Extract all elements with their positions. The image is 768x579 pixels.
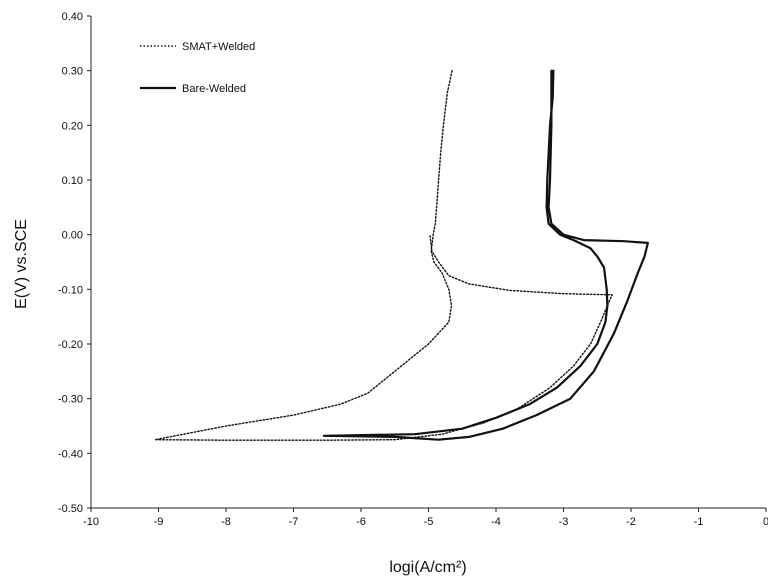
legend-label: Bare-Welded (182, 83, 246, 95)
x-tick-label: -7 (289, 516, 299, 528)
x-tick-label: 0 (763, 516, 768, 528)
x-tick-label: -1 (694, 516, 704, 528)
x-axis-title: logi(A/cm²) (389, 559, 466, 576)
x-tick-label: -2 (626, 516, 636, 528)
y-tick-label: -0.40 (58, 448, 83, 460)
legend: SMAT+Welded Bare-Welded (140, 41, 255, 95)
y-axis-title: E(V) vs.SCE (13, 219, 30, 309)
y-tick-label: 0.40 (62, 11, 83, 23)
x-tick-label: -4 (491, 516, 501, 528)
x-axis-ticks: -10 -9 -8 -7 -6 -5 -4 -3 -2 -1 0 (83, 508, 768, 528)
y-tick-label: 0.20 (62, 120, 83, 132)
y-axis-ticks: 0.40 0.30 0.20 0.10 0.00 -0.10 -0.20 -0.30 -0.40… (58, 11, 91, 515)
series-layer (154, 69, 649, 441)
y-tick-label: 0.10 (62, 175, 83, 187)
x-tick-label: -3 (559, 516, 569, 528)
legend-label: SMAT+Welded (182, 41, 255, 53)
y-tick-label: -0.10 (58, 284, 83, 296)
x-tick-label: -8 (221, 516, 231, 528)
y-tick-label: 0.00 (62, 230, 83, 242)
x-tick-label: -10 (83, 516, 99, 528)
y-tick-label: -0.30 (58, 394, 83, 406)
x-tick-label: -5 (424, 516, 434, 528)
y-tick-label: -0.20 (58, 339, 83, 351)
x-tick-label: -9 (154, 516, 164, 528)
y-tick-label: -0.50 (58, 503, 83, 515)
series-line-bare-welded (322, 69, 649, 441)
series-line-smat-welded (154, 70, 613, 441)
y-tick-label: 0.30 (62, 66, 83, 78)
x-tick-label: -6 (356, 516, 366, 528)
